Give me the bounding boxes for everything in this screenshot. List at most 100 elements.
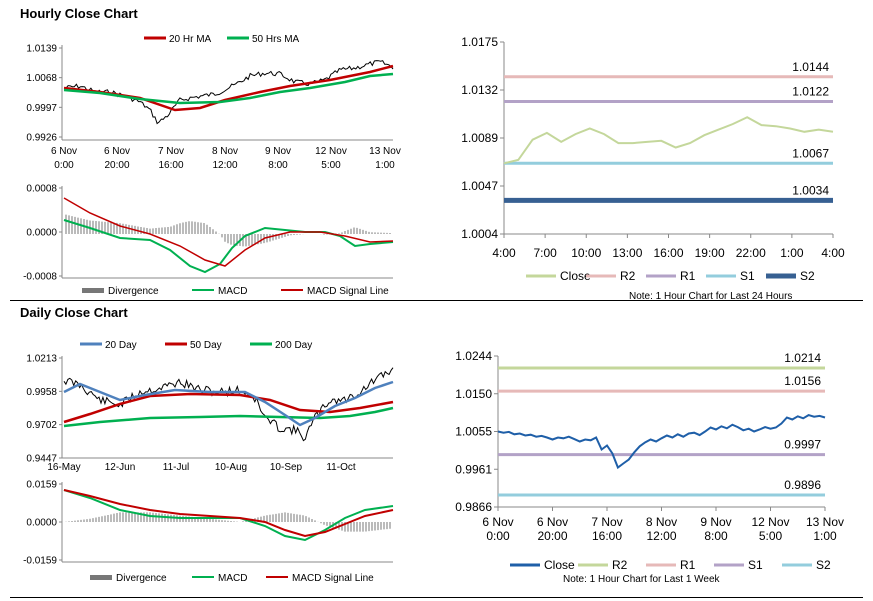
pivot-y-tick-label: 1.0089 <box>461 131 498 145</box>
legend-20day-label: 20 Day <box>105 340 137 351</box>
pivot-x-tick-label: 12:00 <box>646 529 676 543</box>
hourly-x-tick-label: 13 Nov <box>369 146 401 157</box>
daily-x-tick-label: 12-Jun <box>105 462 136 473</box>
hourly-x-tick-label: 16:00 <box>158 160 183 171</box>
pivot-y-tick-label: 1.0047 <box>461 179 498 193</box>
legend-s2-label: S2 <box>800 269 815 283</box>
hourly-x-tick-label: 20:00 <box>104 160 129 171</box>
hourly-macd-chart: 0.0008 0.0000 -0.0008 Divergence MACD MACD… <box>23 184 394 297</box>
daily-macd-legend: Divergence MACD MACD Signal Line <box>90 573 374 584</box>
pivot-x-tick-label: 0:00 <box>486 529 510 543</box>
hourly-x-tick-label: 12 Nov <box>315 146 347 157</box>
legend-divergence-label: Divergence <box>116 573 167 584</box>
pivot-x-tick-label: 4:00 <box>492 246 516 260</box>
hourly-x-tick-label: 6 Nov <box>104 146 130 157</box>
hourly-macd-y-tick-label: 0.0008 <box>26 184 57 195</box>
hourly-x-tick-label: 7 Nov <box>158 146 184 157</box>
pivot-x-tick-label: 8 Nov <box>646 515 677 529</box>
daily-200day-ma-line <box>63 406 394 428</box>
pivot-y-tick-label: 1.0132 <box>461 83 498 97</box>
hourly-pivot-chart: 1.0175 1.0132 1.0089 1.0047 1.0004 4:00 7:00 1… <box>461 35 845 302</box>
pivot-level-label-s2: 1.0034 <box>792 183 829 197</box>
hourly-macd-y-tick-label: 0.0000 <box>26 228 57 239</box>
daily-x-tick-label: 11-Oct <box>326 462 355 473</box>
hourly-macd-y-tick-label: -0.0008 <box>23 272 57 283</box>
daily-y-tick-label: 0.9958 <box>26 387 57 398</box>
legend-200day-label: 200 Day <box>275 340 312 351</box>
section-divider <box>10 300 863 301</box>
hourly-legend: 20 Hr MA 50 Hrs MA <box>144 34 300 45</box>
pivot-x-tick-label: 20:00 <box>537 529 567 543</box>
pivot-x-tick-label: 13:00 <box>612 246 642 260</box>
hourly-price-chart: 20 Hr MA 50 Hrs MA 1.0139 1.0068 0.9997 0.9… <box>26 34 401 171</box>
legend-macd-label: MACD <box>218 573 247 584</box>
pivot-x-tick-label: 6 Nov <box>537 515 568 529</box>
daily-close-line <box>497 414 826 470</box>
pivot-level-label-r1: 1.0156 <box>784 374 821 388</box>
legend-s1-label: S1 <box>748 558 763 572</box>
legend-close-label: Close <box>560 269 591 283</box>
daily-y-tick-label: 0.9447 <box>26 454 57 465</box>
daily-legend: 20 Day 50 Day 200 Day <box>80 340 312 351</box>
pivot-y-tick-label: 1.0150 <box>455 387 492 401</box>
daily-macd-chart: 0.0159 0.0000 -0.0159 Divergence MACD MACD… <box>23 480 394 584</box>
pivot-x-tick-label: 1:00 <box>813 529 837 543</box>
pivot-x-tick-label: 7 Nov <box>591 515 622 529</box>
hourly-x-tick-label: 8:00 <box>268 160 288 171</box>
daily-pivot-note: Note: 1 Hour Chart for Last 1 Week <box>563 574 721 585</box>
daily-y-tick-label: 0.9702 <box>26 420 57 431</box>
pivot-x-tick-label: 4:00 <box>821 246 845 260</box>
hourly-y-tick-label: 1.0068 <box>26 73 57 84</box>
legend-close-label: Close <box>544 558 575 572</box>
pivot-level-label-s2: 0.9896 <box>784 478 821 492</box>
daily-signal-line <box>63 489 394 538</box>
pivot-x-tick-label: 13 Nov <box>806 515 844 529</box>
pivot-x-tick-label: 8:00 <box>704 529 728 543</box>
daily-x-tick-label: 10-Aug <box>215 462 247 473</box>
pivot-x-tick-label: 12 Nov <box>751 515 789 529</box>
legend-20hr-ma-label: 20 Hr MA <box>169 34 212 45</box>
daily-macd-y-tick-label: -0.0159 <box>23 556 57 567</box>
hourly-x-tick-label: 6 Nov <box>51 146 77 157</box>
daily-section-title: Daily Close Chart <box>20 305 128 320</box>
legend-divergence-swatch <box>82 288 104 293</box>
pivot-y-tick-label: 1.0055 <box>455 425 492 439</box>
pivot-y-tick-label: 0.9866 <box>455 500 492 514</box>
pivot-x-tick-label: 19:00 <box>695 246 725 260</box>
hourly-pivot-note: Note: 1 Hour Chart for Last 24 Hours <box>629 291 792 302</box>
hourly-price-line <box>64 60 394 125</box>
daily-price-chart: 20 Day 50 Day 200 Day 1.0213 0.9958 0.9702… <box>26 340 394 473</box>
hourly-y-tick-label: 0.9997 <box>26 103 57 114</box>
pivot-x-tick-label: 22:00 <box>736 246 766 260</box>
hourly-x-tick-label: 1:00 <box>375 160 395 171</box>
hourly-close-line <box>503 116 834 165</box>
pivot-x-tick-label: 16:00 <box>592 529 622 543</box>
daily-macd-line <box>63 489 394 542</box>
hourly-section-title: Hourly Close Chart <box>20 6 138 21</box>
legend-s2-label: S2 <box>816 558 831 572</box>
legend-r1-label: R1 <box>680 558 696 572</box>
hourly-y-tick-label: 0.9926 <box>26 133 57 144</box>
hourly-y-tick-label: 1.0139 <box>26 44 57 55</box>
legend-macd-label: MACD <box>218 286 247 297</box>
legend-s1-label: S1 <box>740 269 755 283</box>
pivot-x-tick-label: 7:00 <box>533 246 557 260</box>
pivot-level-label-s1: 0.9997 <box>784 438 821 452</box>
pivot-x-tick-label: 6 Nov <box>482 515 513 529</box>
hourly-x-tick-label: 5:00 <box>321 160 341 171</box>
legend-50day-label: 50 Day <box>190 340 222 351</box>
pivot-level-label-r2: 1.0144 <box>792 60 829 74</box>
daily-macd-y-tick-label: 0.0000 <box>26 518 57 529</box>
daily-macd-y-tick-label: 0.0159 <box>26 480 57 491</box>
legend-50hr-ma-label: 50 Hrs MA <box>252 34 300 45</box>
hourly-50hr-ma-line <box>63 72 394 105</box>
pivot-x-tick-label: 9 Nov <box>700 515 731 529</box>
hourly-x-tick-label: 12:00 <box>212 160 237 171</box>
daily-pivot-legend: Close R2 R1 S1 S2 <box>510 558 831 572</box>
pivot-level-label-s1: 1.0067 <box>792 146 829 160</box>
hourly-x-tick-label: 8 Nov <box>212 146 238 157</box>
pivot-x-tick-label: 10:00 <box>571 246 601 260</box>
pivot-level-label-r1: 1.0122 <box>792 85 829 99</box>
daily-y-tick-label: 1.0213 <box>26 354 57 365</box>
